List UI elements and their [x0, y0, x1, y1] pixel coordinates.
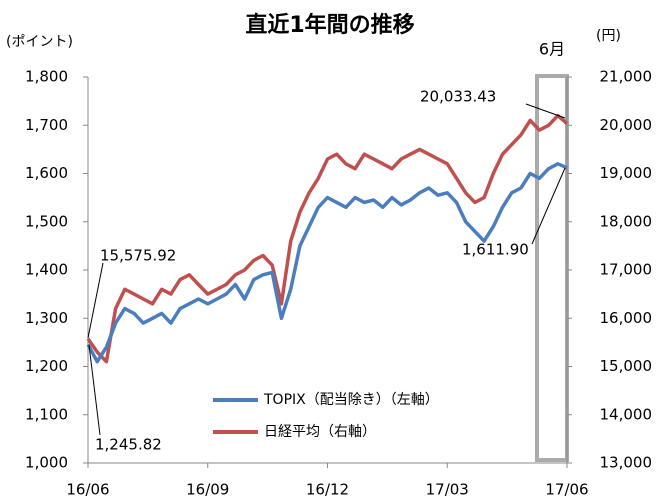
y2-tick-label: 17,000 — [600, 261, 653, 279]
y2-axis-label: (円) — [596, 28, 621, 44]
annotation: 1,245.82 — [95, 436, 162, 454]
highlight-box — [535, 74, 569, 462]
y-tick-label: 1,500 — [25, 212, 68, 230]
x-tick-label: 16/06 — [66, 481, 109, 499]
y-tick-label: 1,600 — [25, 164, 68, 182]
y2-tick-label: 16,000 — [600, 309, 653, 327]
x-tick-label: 16/12 — [306, 481, 349, 499]
y-axis-label: (ポイント) — [6, 34, 73, 50]
annotation-leader — [87, 262, 104, 339]
y-tick-label: 1,000 — [25, 454, 68, 472]
y2-tick-label: 14,000 — [600, 405, 653, 423]
annotation: 20,033.43 — [420, 88, 496, 106]
y-tick-label: 1,700 — [25, 116, 68, 134]
y2-tick-label: 20,000 — [600, 116, 653, 134]
chart-title: 直近1年間の推移 — [245, 12, 414, 38]
y2-tick-label: 18,000 — [600, 212, 653, 230]
x-tick-label: 17/03 — [426, 481, 469, 499]
annotation-leader — [525, 103, 566, 119]
y-tick-label: 1,300 — [25, 309, 68, 327]
y-tick-label: 1,200 — [25, 357, 68, 375]
x-tick-label: 17/06 — [545, 481, 588, 499]
annotation: 15,575.92 — [100, 247, 176, 265]
y2-tick-label: 13,000 — [600, 454, 653, 472]
y-tick-label: 1,100 — [25, 405, 68, 423]
x-tick-label: 16/09 — [186, 481, 229, 499]
annotation-leader — [88, 344, 101, 436]
annotation-leader — [531, 167, 566, 245]
annotation: 1,611.90 — [462, 241, 529, 259]
series-line — [86, 113, 569, 364]
y2-tick-label: 21,000 — [600, 68, 653, 86]
y2-tick-label: 15,000 — [600, 357, 653, 375]
y-tick-label: 1,800 — [25, 68, 68, 86]
y-tick-label: 1,400 — [25, 261, 68, 279]
legend-label: 日経平均（右軸） — [264, 424, 376, 440]
series-line — [86, 162, 568, 364]
legend-label: TOPIX（配当除き）（左軸） — [263, 392, 439, 408]
y2-tick-label: 19,000 — [600, 164, 653, 182]
annotation: 6月 — [539, 40, 565, 59]
